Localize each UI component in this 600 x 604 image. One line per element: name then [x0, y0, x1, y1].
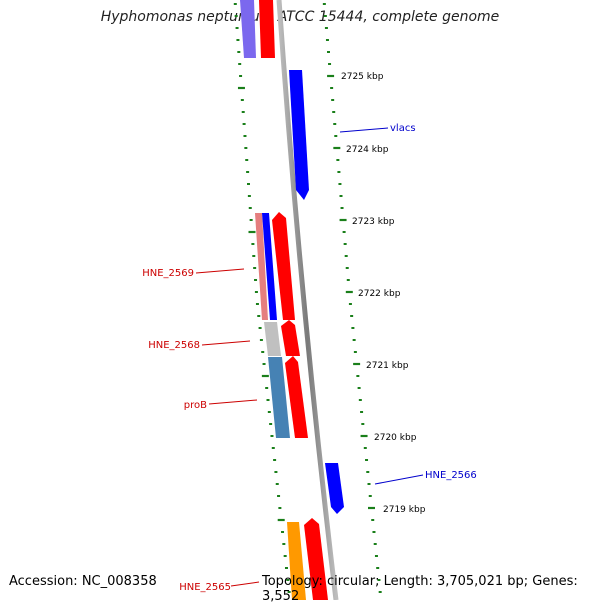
genome-title: Hyphomonas neptunium ATCC 15444, complet…: [100, 9, 500, 25]
connector-prob: [208, 399, 258, 405]
gene-labels: vlacs HNE_2569 HNE_2568 proB HNE_2566 HN…: [142, 123, 477, 593]
gene-label-hne2568[interactable]: HNE_2568: [148, 340, 200, 351]
gene-feature-hne2566: [325, 463, 344, 514]
gene-feature-prob-b: [285, 356, 308, 438]
gene-feature-purple-top: [240, 0, 256, 58]
gene-feature-hne2565-b: [304, 518, 328, 600]
gene-label-hne2565[interactable]: HNE_2565: [179, 582, 231, 593]
tick-label: 2721 kbp: [366, 361, 409, 371]
gene-label-vlacs[interactable]: vlacs: [390, 123, 416, 134]
tick-label: 2719 kbp: [383, 505, 426, 515]
gene-label-prob[interactable]: proB: [184, 400, 207, 411]
inner-dashed-circle: [233, 3, 291, 593]
tick-label: 2723 kbp: [352, 217, 395, 227]
tick-labels: 2725 kbp 2724 kbp 2723 kbp 2722 kbp 2721…: [341, 72, 426, 515]
genome-backbone: [276, 0, 339, 600]
tick-label: 2720 kbp: [374, 433, 417, 443]
tick-label: 2725 kbp: [341, 72, 384, 82]
label-connectors: [195, 127, 424, 587]
gene-feature-hne2568-b: [281, 320, 300, 356]
connector-hne2565: [230, 581, 260, 587]
gene-feature-vlacs: [289, 70, 309, 200]
gene-feature-hne2569-a: [255, 213, 268, 320]
gene-feature-hne2569-c: [272, 212, 295, 320]
connector-hne2568: [201, 340, 251, 346]
gene-feature-prob-a: [268, 357, 290, 438]
tick-label: 2724 kbp: [346, 145, 389, 155]
accession-text: Accession: NC_008358: [9, 574, 157, 589]
gene-feature-hne2569-b: [262, 213, 277, 320]
outer-dashed-circle: [322, 3, 382, 593]
gene-feature-red-top: [259, 0, 275, 58]
gene-features: [240, 0, 344, 600]
connector-hne2569: [195, 268, 245, 274]
gene-label-hne2566[interactable]: HNE_2566: [425, 470, 477, 481]
connector-vlacs: [339, 127, 389, 133]
connector-hne2566: [374, 474, 424, 485]
gene-label-hne2569[interactable]: HNE_2569: [142, 268, 194, 279]
gene-feature-hne2565-a: [287, 522, 306, 600]
gene-feature-hne2568-a: [264, 322, 281, 356]
tick-label: 2722 kbp: [358, 289, 401, 299]
